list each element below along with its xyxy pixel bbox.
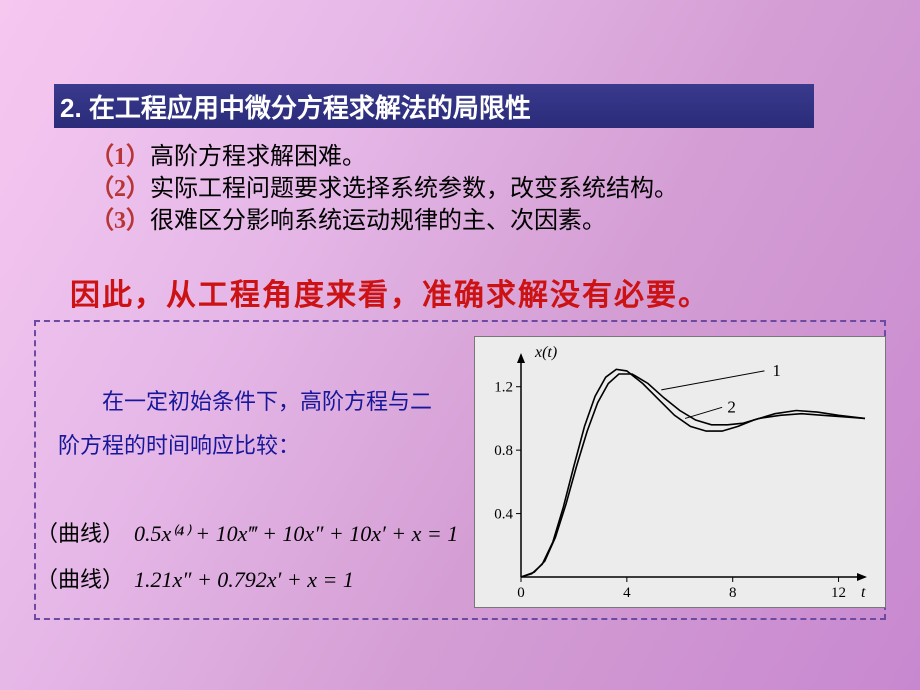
slide: 2. 在工程应用中微分方程求解法的局限性 （1）高阶方程求解困难。 （2）实际工… xyxy=(0,0,920,690)
bullet-3: （3）很难区分影响系统运动规律的主、次因素。 xyxy=(90,206,850,236)
section-title-bar: 2. 在工程应用中微分方程求解法的局限性 xyxy=(54,84,814,128)
section-title: 2. 在工程应用中微分方程求解法的局限性 xyxy=(60,88,531,125)
svg-text:x(t): x(t) xyxy=(534,344,557,361)
svg-text:1.2: 1.2 xyxy=(494,380,513,396)
bullet-2: （2）实际工程问题要求选择系统参数，改变系统结构。 xyxy=(90,174,850,204)
bullets-block: （1）高阶方程求解困难。 （2）实际工程问题要求选择系统参数，改变系统结构。 （… xyxy=(90,140,850,238)
bullet-2-text: 实际工程问题要求选择系统参数，改变系统结构。 xyxy=(150,176,678,202)
equation-1: （曲线） 0.5x⁽⁴⁾ + 10x‴ + 10x″ + 10x′ + x = … xyxy=(36,516,458,548)
equation-1-label: （曲线） xyxy=(36,521,124,546)
svg-text:0.8: 0.8 xyxy=(494,443,513,459)
bullet-1: （1）高阶方程求解困难。 xyxy=(90,142,850,172)
svg-text:0.4: 0.4 xyxy=(494,507,513,523)
equation-1-math: 0.5x⁽⁴⁾ + 10x‴ + 10x″ + 10x′ + x = 1 xyxy=(134,521,458,547)
response-chart: 048120.40.81.2x(t)t12 xyxy=(474,336,886,608)
bullet-3-text: 很难区分影响系统运动规律的主、次因素。 xyxy=(150,208,606,234)
lead-text-span: 在一定初始条件下，高阶方程与二阶方程的时间响应比较： xyxy=(58,389,432,458)
bullet-1-text: 高阶方程求解困难。 xyxy=(150,144,366,170)
svg-text:2: 2 xyxy=(727,397,736,416)
conclusion: 因此，从工程角度来看，准确求解没有必要。 xyxy=(70,270,710,314)
svg-text:t: t xyxy=(861,584,866,601)
svg-text:12: 12 xyxy=(831,585,846,601)
svg-text:4: 4 xyxy=(623,585,631,601)
svg-text:1: 1 xyxy=(772,361,781,380)
svg-text:8: 8 xyxy=(729,585,737,601)
lead-text: 在一定初始条件下，高阶方程与二阶方程的时间响应比较： xyxy=(58,380,438,468)
chart-svg: 048120.40.81.2x(t)t12 xyxy=(475,337,885,607)
equation-2: （曲线） 1.21x″ + 0.792x′ + x = 1 xyxy=(36,562,354,594)
equation-2-math: 1.21x″ + 0.792x′ + x = 1 xyxy=(134,567,354,593)
equation-2-label: （曲线） xyxy=(36,567,124,592)
bullet-3-num: （3） xyxy=(90,208,150,234)
bullet-2-num: （2） xyxy=(90,176,150,202)
bullet-1-num: （1） xyxy=(90,144,150,170)
svg-text:0: 0 xyxy=(517,585,525,601)
